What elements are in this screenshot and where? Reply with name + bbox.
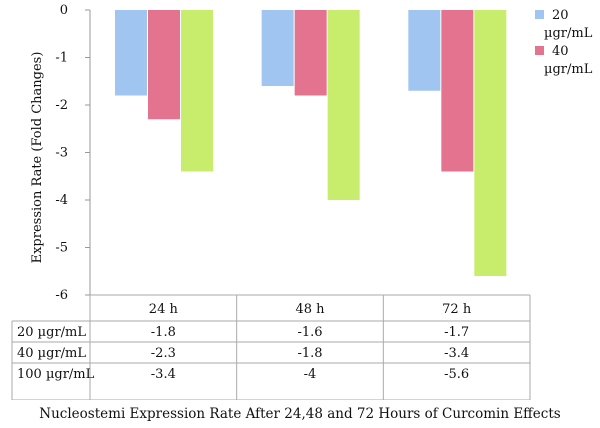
y-axis-label: Expression Rate (Fold Changes) xyxy=(30,52,45,264)
chart-caption: Nucleostemi Expression Rate After 24,48 … xyxy=(39,406,561,422)
data-table: 24 h 48 h 72 h 20 µgr/mL -1.8 -1.6 -1.7 40 µgr/… xyxy=(11,294,531,400)
y-tick-label: -1 xyxy=(55,51,68,66)
legend-label-unit: µgr/mL xyxy=(544,26,593,41)
legend-label: 20 xyxy=(552,8,569,23)
y-tick-label: -3 xyxy=(55,146,68,161)
bar-0-2 xyxy=(408,10,441,91)
bar-1-1 xyxy=(294,10,327,96)
table-cell: -1.6 xyxy=(297,325,322,340)
chart: 0 -1 -2 -3 -4 -5 -6 24 h 48 h 72 h 20 µgr/mL -1.8 -… xyxy=(11,3,593,400)
table-cell: -1.8 xyxy=(297,346,322,361)
legend-label-unit: µgr/mL xyxy=(544,62,593,77)
bars-layer xyxy=(115,10,507,276)
bar-2-2 xyxy=(474,10,507,276)
bar-2-1 xyxy=(327,10,360,200)
y-tick-label: 0 xyxy=(60,3,68,18)
legend-swatch xyxy=(535,46,544,55)
table-cell: -4 xyxy=(304,367,317,382)
x-tick-label: 24 h xyxy=(149,302,179,317)
y-tick-label: -6 xyxy=(55,288,68,303)
bar-1-0 xyxy=(148,10,180,120)
bar-1-2 xyxy=(441,10,474,172)
table-row-label: 20 µgr/mL xyxy=(17,325,86,340)
table-cell: -3.4 xyxy=(444,346,469,361)
table-cell: -3.4 xyxy=(151,367,176,382)
table-cell: -1.7 xyxy=(444,325,469,340)
table-row-label: 40 µgr/mL xyxy=(17,346,86,361)
table-cell: -2.3 xyxy=(151,346,176,361)
y-tick-label: -4 xyxy=(55,193,68,208)
axis-layer: 0 -1 -2 -3 -4 -5 -6 xyxy=(55,3,91,303)
table-cell: -1.8 xyxy=(151,325,176,340)
bar-0-0 xyxy=(115,10,147,96)
y-tick-label: -2 xyxy=(55,98,68,113)
x-tick-label: 48 h xyxy=(295,302,325,317)
legend: 20 µgr/mL 40 µgr/mL xyxy=(535,8,593,77)
bar-2-0 xyxy=(181,10,213,172)
y-tick-label: -5 xyxy=(55,241,68,256)
legend-label: 40 xyxy=(552,44,569,59)
table-row-label: 100 µgr/mL xyxy=(17,367,95,382)
bar-0-1 xyxy=(261,10,294,86)
x-tick-label: 72 h xyxy=(442,302,472,317)
table-cell: -5.6 xyxy=(444,367,469,382)
legend-swatch xyxy=(535,10,544,19)
